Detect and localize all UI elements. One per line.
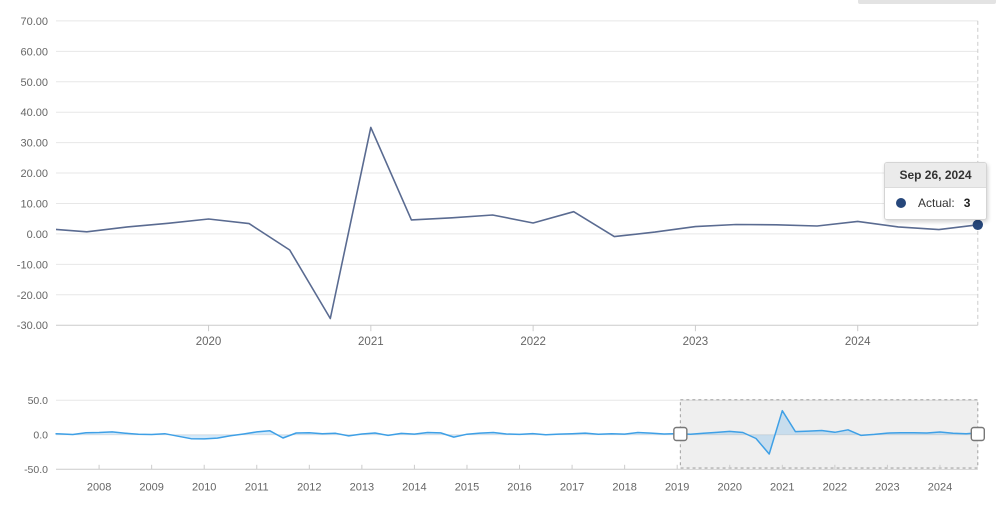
y-axis-label: -10.00: [17, 259, 48, 271]
tooltip-date: Sep 26, 2024: [885, 163, 986, 188]
nav-x-axis-label: 2013: [350, 481, 374, 493]
navigator-series-area: [55, 410, 979, 454]
y-axis-label: 30.00: [20, 138, 48, 150]
nav-x-axis-label: 2021: [770, 481, 794, 493]
y-axis-label: 60.00: [20, 46, 48, 58]
navigator-series-line: [55, 409, 979, 455]
nav-x-axis-label: 2015: [455, 481, 479, 493]
y-axis-label: -20.00: [17, 290, 48, 302]
y-axis-label: 0.00: [27, 229, 48, 241]
nav-x-axis-label: 2016: [507, 481, 531, 493]
navigator-right-handle[interactable]: [970, 426, 985, 442]
nav-x-axis-label: 2008: [87, 481, 111, 493]
navigator-chart[interactable]: 50.0 0.0 -50.0 2008 2009 2010 2011 2012 2013 2014…: [24, 395, 985, 494]
main-chart[interactable]: 70.00 60.00 50.00 40.00 30.00 20.00 10.00 0.00 -…: [17, 16, 983, 348]
nav-x-axis-label: 2022: [823, 481, 847, 493]
nav-x-axis-label: 2012: [297, 481, 321, 493]
tooltip-series-label: Actual:: [918, 196, 955, 210]
nav-x-axis-label: 2020: [718, 481, 742, 493]
x-axis-label: 2021: [358, 336, 384, 348]
tooltip-value: 3: [963, 196, 971, 210]
x-axis-label: 2022: [520, 336, 546, 348]
x-axis-label: 2024: [845, 336, 871, 348]
y-axis-label: 10.00: [20, 198, 48, 210]
navigator-selected-range[interactable]: [680, 399, 978, 468]
nav-x-axis-label: 2014: [402, 481, 426, 493]
tooltip-body: Actual: 3: [885, 188, 986, 219]
series-marker-icon: [896, 198, 906, 208]
last-point-marker: [972, 219, 983, 230]
nav-x-axis-label: 2010: [192, 481, 216, 493]
nav-x-axis-label: 2017: [560, 481, 584, 493]
nav-x-axis-label: 2009: [139, 481, 163, 493]
y-axis-label: 20.00: [20, 168, 48, 180]
tooltip: Sep 26, 2024 Actual: 3: [884, 162, 987, 220]
nav-x-axis-label: 2023: [875, 481, 899, 493]
y-axis-label: 40.00: [20, 107, 48, 119]
nav-y-axis-label: 0.0: [33, 429, 48, 441]
range-selector-cutoff: [858, 0, 996, 4]
y-axis-label: 50.00: [20, 77, 48, 89]
nav-y-axis-label: 50.0: [28, 395, 49, 407]
nav-x-axis-label: 2011: [245, 481, 269, 493]
x-axis-label: 2023: [683, 336, 709, 348]
x-axis-label: 2020: [196, 336, 222, 348]
navigator-left-handle[interactable]: [673, 426, 688, 442]
nav-x-axis-label: 2018: [612, 481, 636, 493]
nav-y-axis-label: -50.0: [24, 464, 48, 476]
nav-x-axis-label: 2019: [665, 481, 689, 493]
nav-x-axis-label: 2024: [928, 481, 952, 493]
y-axis-label: 70.00: [20, 16, 48, 28]
actual-series-line: [56, 126, 978, 320]
y-axis-label: -30.00: [17, 320, 48, 332]
